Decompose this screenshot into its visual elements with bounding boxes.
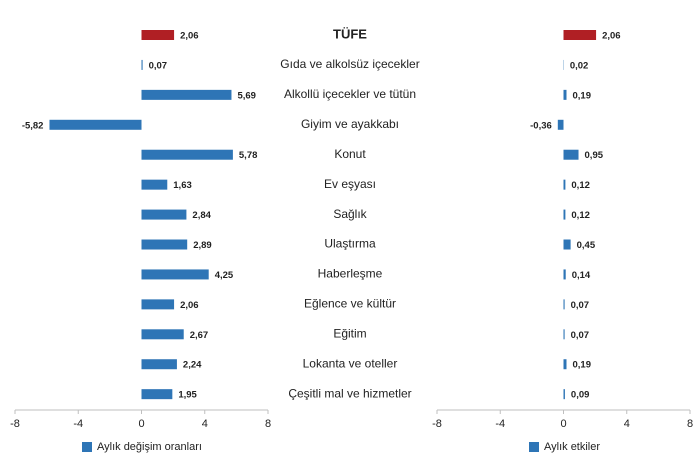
value-label: 2,06 [180,31,199,42]
value-label: 0,07 [571,330,590,341]
category-label: TÜFE [333,26,367,41]
bar [141,329,184,340]
bar [563,239,571,250]
bar [141,209,187,220]
value-label: 0,19 [573,90,592,101]
bar [563,179,566,190]
bar [141,239,188,250]
value-label: 0,45 [577,240,596,251]
value-label: 2,06 [180,300,199,311]
bar [141,59,143,70]
value-label: -0,36 [530,120,552,131]
category-label: Haberleşme [318,267,383,281]
value-label: 5,78 [239,150,257,161]
legend-swatch [529,442,539,452]
category-label: Sağlık [333,207,367,221]
category-label: Ulaştırma [324,237,376,251]
value-label: 2,84 [192,210,211,221]
bar [563,359,567,370]
value-label: -5,82 [22,120,44,131]
category-label: Konut [334,147,366,161]
bar [563,149,579,160]
x-tick-label: 8 [265,418,271,430]
bar [563,389,565,400]
value-label: 0,02 [570,60,589,71]
category-label: Giyim ve ayakkabı [301,117,399,131]
bar [141,359,177,370]
bar [141,269,209,280]
x-tick-label: -4 [73,418,83,430]
category-label: Ev eşyası [324,177,376,191]
bar [563,89,567,100]
x-tick-label: 4 [624,418,630,430]
bar [557,119,564,130]
value-label: 2,89 [193,240,212,251]
value-label: 0,12 [571,210,590,221]
value-label: 0,19 [573,360,592,371]
value-label: 0,14 [572,270,591,281]
value-label: 0,07 [571,300,590,311]
x-tick-label: 4 [202,418,208,430]
bar [563,329,565,340]
bar [563,269,566,280]
x-tick-label: 8 [687,418,693,430]
category-label: Eğlence ve kültür [304,297,396,311]
bar [141,89,232,100]
value-label: 0,12 [571,180,590,191]
value-label: 0,95 [585,150,604,161]
x-tick-label: -4 [495,418,505,430]
value-label: 2,24 [183,360,202,371]
category-label: Çeşitli mal ve hizmetler [288,386,411,400]
legend-swatch [82,442,92,452]
value-label: 5,69 [237,90,256,101]
value-label: 0,07 [149,60,168,71]
category-label: Alkollü içecekler ve tütün [284,87,416,101]
bar [563,299,565,310]
legend-label: Aylık değişim oranları [97,441,202,453]
bar [49,119,142,130]
x-tick-label: -8 [432,418,442,430]
bar [141,299,175,310]
bar [563,30,597,40]
legend-label: Aylık etkiler [544,441,600,453]
bar [141,389,173,400]
category-label: Gıda ve alkolsüz içecekler [280,57,419,71]
category-label: Lokanta ve oteller [303,356,398,370]
x-tick-label: 0 [138,418,144,430]
category-label: Eğitim [333,326,366,340]
value-label: 2,67 [190,330,209,341]
bar [141,149,233,160]
value-label: 2,06 [602,31,621,42]
bar [141,179,168,190]
bar [141,30,175,40]
bar [563,209,566,220]
value-label: 0,09 [571,390,590,401]
value-label: 4,25 [215,270,234,281]
x-tick-label: -8 [10,418,20,430]
x-tick-label: 0 [560,418,566,430]
value-label: 1,63 [173,180,192,191]
value-label: 1,95 [178,390,197,401]
